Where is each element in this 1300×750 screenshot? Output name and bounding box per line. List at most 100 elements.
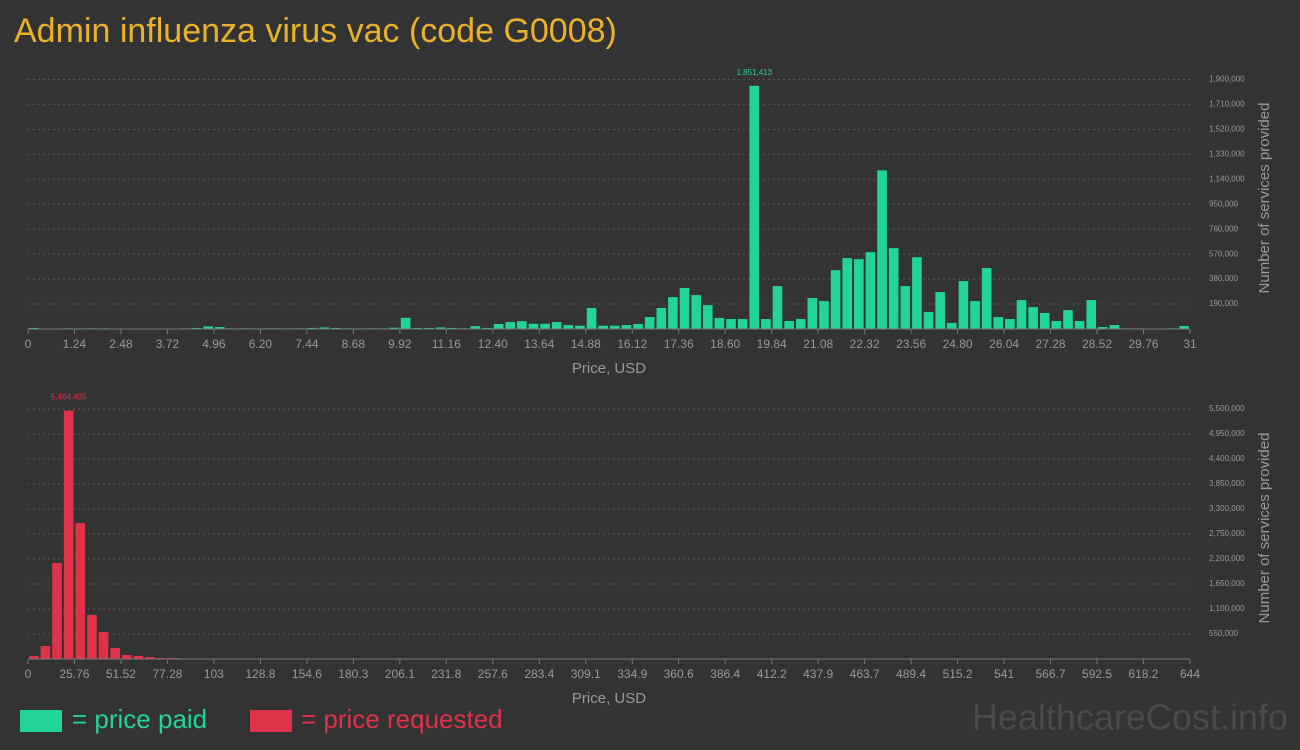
x-tick-label: 103 [204,667,224,681]
y-tick-label: 4,950,000 [1209,429,1245,438]
bar [1039,312,1050,329]
bar [563,325,574,329]
bar [110,648,120,659]
bar [121,655,132,659]
x-tick-label: 7.44 [295,337,319,351]
y-tick-label: 3,300,000 [1209,504,1245,513]
x-tick-label: 12.40 [478,337,508,351]
legend-label: = price requested [301,704,503,734]
x-tick-label: 412.2 [757,667,787,681]
x-tick-label: 437.9 [803,667,833,681]
bar [424,327,434,329]
x-tick-label: 14.88 [571,337,601,351]
bar [888,248,899,329]
bar [307,327,318,329]
bar [575,325,585,329]
bar [40,646,51,659]
y-axis-title: Number of services provided [1256,103,1273,294]
x-tick-label: 489.4 [896,667,926,681]
legend-swatch [20,710,62,732]
page-title: Admin influenza virus vac (code G0008) [14,12,617,50]
y-tick-label: 2,750,000 [1209,529,1245,538]
bar [877,170,887,329]
x-tick-label: 31 [1183,337,1197,351]
x-axis-title: Price, USD [572,690,646,707]
x-tick-label: 1.24 [63,337,87,351]
x-tick-label: 9.92 [388,337,412,351]
bar [679,288,690,329]
x-tick-label: 11.16 [432,337,461,351]
x-tick-label: 25.76 [59,667,89,681]
y-tick-label: 570,000 [1209,249,1238,258]
bar [470,326,481,329]
bar [993,317,1004,329]
bar [331,327,341,329]
watermark: HealthcareCost.info [972,697,1288,738]
x-tick-label: 51.52 [106,667,136,681]
y-tick-label: 190,000 [1209,299,1238,308]
x-tick-label: 154.6 [292,667,322,681]
bar [784,320,794,329]
bar [795,319,806,329]
y-tick-label: 2,200,000 [1209,554,1245,563]
x-tick-label: 2.48 [109,337,133,351]
bar [447,327,457,329]
bar [668,297,678,329]
x-tick-label: 28.52 [1082,337,1112,351]
bar [830,270,841,329]
bar [1051,320,1062,329]
bar [214,327,225,329]
x-tick-label: 334.9 [617,667,647,681]
bar [1098,327,1108,329]
bar [970,301,980,329]
bar [528,323,539,329]
x-tick-label: 3.72 [156,337,180,351]
bar [133,656,144,659]
bar [1063,310,1073,329]
bar [1109,325,1120,329]
x-tick-label: 644 [1180,667,1200,681]
bar [52,563,62,659]
bar [400,317,411,329]
x-tick-label: 592.5 [1082,667,1112,681]
bar [191,327,202,329]
bar [691,295,701,329]
bar [29,656,39,659]
x-tick-label: 8.68 [342,337,366,351]
bar [621,325,632,329]
x-tick-label: 515.2 [943,667,973,681]
x-tick-label: 18.60 [710,337,740,351]
y-tick-label: 5,500,000 [1209,404,1245,413]
bar [63,410,74,659]
value-label: 5,464,405 [51,393,87,402]
bar [726,319,736,329]
bar [1086,300,1097,329]
y-tick-label: 1,650,000 [1209,579,1245,588]
bar [29,327,39,329]
bar [912,257,922,329]
bar [702,305,713,329]
bar [842,258,853,329]
bar [98,632,109,659]
bar [819,301,829,329]
x-tick-label: 23.56 [896,337,926,351]
bar [737,319,748,329]
bar [75,523,86,659]
bar [644,317,655,329]
bar [319,327,330,329]
x-tick-label: 386.4 [710,667,740,681]
bar [761,319,771,329]
x-tick-label: 13.64 [524,337,554,351]
bar [772,286,783,329]
bar [540,323,550,329]
x-tick-label: 128.8 [245,667,275,681]
bar [482,327,492,329]
x-tick-label: 77.28 [152,667,182,681]
x-tick-label: 180.3 [338,667,368,681]
bar [435,327,446,329]
y-tick-label: 4,400,000 [1209,454,1245,463]
legend-label: = price paid [72,704,207,734]
x-tick-label: 4.96 [202,337,226,351]
bar [854,259,864,329]
